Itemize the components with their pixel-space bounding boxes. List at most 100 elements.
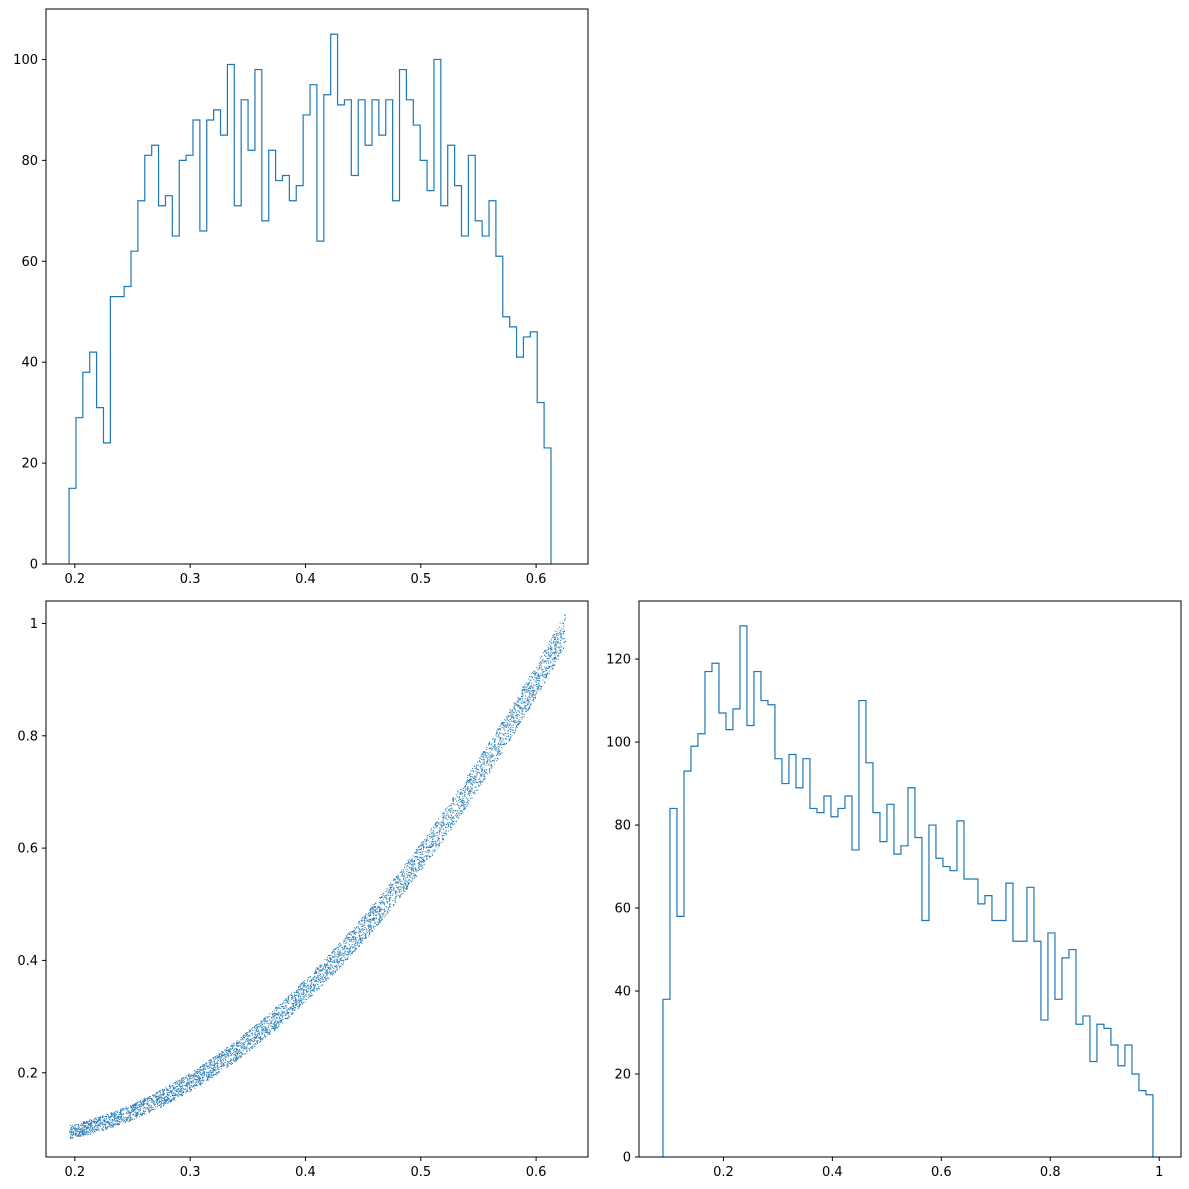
- bottom-left-scatter-point: [281, 1019, 283, 1021]
- bottom-left-scatter-point: [174, 1089, 176, 1091]
- bottom-left-scatter-point: [102, 1129, 104, 1131]
- bottom-left-scatter-point: [374, 921, 376, 923]
- bottom-left-scatter-point: [269, 1029, 271, 1031]
- bottom-left-scatter-point: [442, 839, 444, 841]
- bottom-left-scatter-point: [389, 886, 391, 888]
- bottom-left-scatter-point: [488, 764, 490, 766]
- top-left-histogram-bin: [234, 206, 241, 564]
- bottom-left-scatter-point: [190, 1075, 192, 1077]
- bottom-left-scatter-point: [432, 840, 434, 842]
- bottom-left-scatter-point: [92, 1121, 94, 1123]
- bottom-right-histogram-bin: [1062, 958, 1069, 1157]
- bottom-left-scatter-point: [225, 1059, 227, 1061]
- bottom-left-scatter-point: [112, 1125, 114, 1127]
- bottom-left-scatter-point: [167, 1096, 169, 1098]
- bottom-left-scatter-point: [173, 1082, 175, 1084]
- bottom-left-scatter-point: [222, 1059, 224, 1061]
- bottom-left-scatter-point: [490, 747, 492, 749]
- bottom-left-scatter-point: [156, 1098, 158, 1100]
- bottom-left-scatter-point: [450, 818, 452, 820]
- bottom-left-scatter-point: [253, 1037, 255, 1039]
- bottom-left-scatter-point: [130, 1105, 132, 1107]
- bottom-left-scatter-point: [552, 652, 554, 654]
- bottom-left-scatter-point: [171, 1094, 173, 1096]
- bottom-right-histogram-bin: [754, 672, 761, 1157]
- bottom-left-scatter-point: [233, 1054, 235, 1056]
- bottom-left-scatter-point: [199, 1067, 201, 1069]
- bottom-left-scatter-point: [432, 834, 434, 836]
- bottom-left-scatter-point: [232, 1045, 234, 1047]
- bottom-left-scatter-point: [498, 754, 500, 756]
- bottom-left-scatter-point: [435, 825, 437, 827]
- bottom-left-scatter-point: [197, 1068, 199, 1070]
- bottom-left-scatter-point: [258, 1034, 260, 1036]
- bottom-left-scatter-point: [295, 1004, 297, 1006]
- bottom-left-scatter-point: [333, 960, 335, 962]
- bottom-left-scatter-point: [192, 1075, 194, 1077]
- bottom-left-scatter-point: [356, 942, 358, 944]
- bottom-left-scatter-point: [526, 703, 528, 705]
- bottom-left-scatter-point: [132, 1110, 134, 1112]
- bottom-left-scatter-point: [430, 843, 432, 845]
- bottom-left-scatter-point: [195, 1084, 197, 1086]
- bottom-left-scatter-point: [198, 1072, 200, 1074]
- bottom-left-scatter-point: [399, 880, 401, 882]
- bottom-left-scatter-point: [302, 993, 304, 995]
- bottom-left-scatter-point: [220, 1060, 222, 1062]
- bottom-left-scatter-point: [326, 963, 328, 965]
- bottom-left-scatter-point: [373, 906, 375, 908]
- bottom-left-scatter-point: [142, 1107, 144, 1109]
- bottom-left-scatter-point: [227, 1063, 229, 1065]
- bottom-left-scatter-point: [294, 992, 296, 994]
- bottom-left-scatter-point: [238, 1048, 240, 1050]
- bottom-left-scatter-point: [318, 971, 320, 973]
- bottom-left-scatter-point: [419, 869, 421, 871]
- bottom-left-scatter-point: [348, 939, 350, 941]
- bottom-left-scatter-point: [334, 953, 336, 955]
- bottom-left-scatter-point: [328, 969, 330, 971]
- bottom-left-scatter-point: [246, 1044, 248, 1046]
- bottom-left-scatter-point: [144, 1097, 146, 1099]
- bottom-left-scatter-point: [331, 972, 333, 974]
- bottom-left-scatter-point: [220, 1059, 222, 1061]
- bottom-left-scatter-point: [265, 1020, 267, 1022]
- top-left-xtick-label: 0.2: [64, 572, 85, 587]
- bottom-left-scatter-point: [486, 751, 488, 753]
- bottom-left-scatter-point: [464, 785, 466, 787]
- bottom-left-scatter-point: [354, 945, 356, 947]
- bottom-left-scatter-point: [337, 961, 339, 963]
- bottom-left-scatter-point: [264, 1021, 266, 1023]
- bottom-left-scatter-point: [264, 1032, 266, 1034]
- bottom-left-scatter-point: [130, 1117, 132, 1119]
- bottom-left-scatter-point: [395, 881, 397, 883]
- bottom-left-scatter-point: [405, 866, 407, 868]
- bottom-left-scatter-point: [474, 768, 476, 770]
- bottom-left-scatter-point: [169, 1084, 171, 1086]
- bottom-left-scatter-point: [155, 1097, 157, 1099]
- bottom-left-scatter-point: [559, 639, 561, 641]
- bottom-left-scatter-point: [369, 910, 371, 912]
- bottom-left-scatter-point: [220, 1068, 222, 1070]
- bottom-left-scatter-point: [157, 1096, 159, 1098]
- bottom-left-scatter-point: [162, 1090, 164, 1092]
- bottom-left-scatter-point: [181, 1089, 183, 1091]
- bottom-left-scatter-point: [122, 1113, 124, 1115]
- bottom-left-scatter-point: [269, 1020, 271, 1022]
- bottom-left-scatter-point: [79, 1124, 81, 1126]
- bottom-left-scatter-point: [406, 885, 408, 887]
- top-left-ytick-label: 100: [13, 53, 38, 68]
- bottom-left-scatter-point: [486, 769, 488, 771]
- bottom-left-scatter-point: [168, 1085, 170, 1087]
- bottom-left-scatter-point: [530, 704, 532, 706]
- bottom-left-scatter-point: [353, 933, 355, 935]
- bottom-left-scatter-point: [474, 775, 476, 777]
- bottom-left-scatter-point: [441, 838, 443, 840]
- bottom-left-scatter-point: [78, 1128, 80, 1130]
- bottom-left-scatter-point: [250, 1040, 252, 1042]
- bottom-left-scatter-point: [291, 1012, 293, 1014]
- bottom-left-scatter-point: [411, 866, 413, 868]
- bottom-left-scatter-point: [136, 1114, 138, 1116]
- bottom-right-histogram-bin: [719, 713, 726, 1157]
- bottom-left-scatter-point: [273, 1016, 275, 1018]
- bottom-left-scatter-point: [212, 1071, 214, 1073]
